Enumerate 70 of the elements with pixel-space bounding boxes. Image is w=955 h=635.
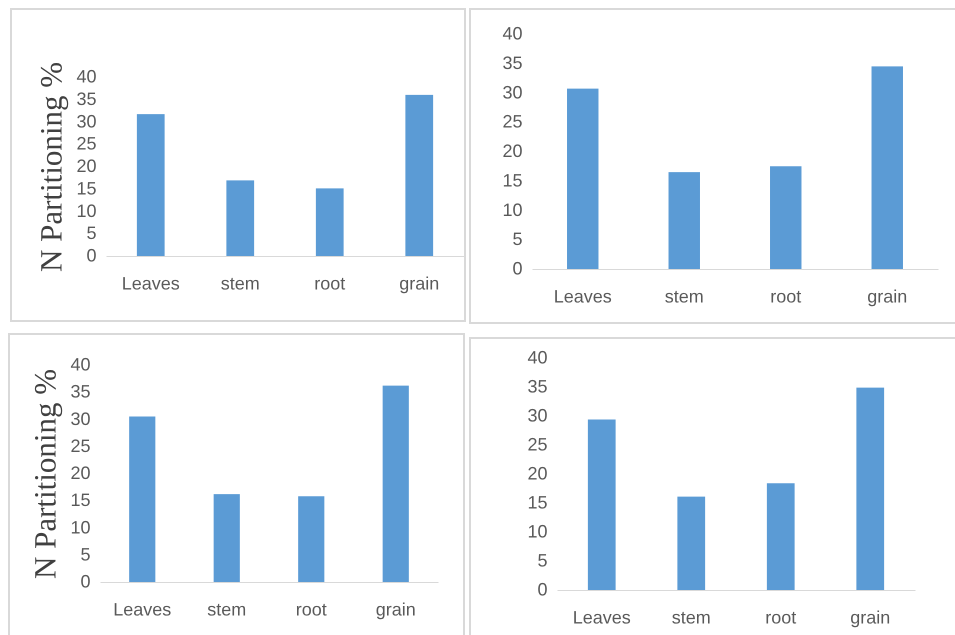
x-tick-label: stem <box>207 600 246 620</box>
y-tick-label: 35 <box>527 376 548 396</box>
y-tick-label: 10 <box>502 200 522 220</box>
y-tick-label: 20 <box>76 156 96 176</box>
y-tick-label: 25 <box>70 436 90 456</box>
y-tick-label: 0 <box>86 246 96 266</box>
x-tick-label: stem <box>664 286 704 306</box>
y-axis-title: N Partitioning % <box>33 62 68 272</box>
y-tick-label: 15 <box>70 490 90 510</box>
x-tick-label: root <box>314 274 346 294</box>
y-tick-label: 40 <box>502 24 522 44</box>
y-tick-label: 35 <box>70 382 90 402</box>
x-tick-label: grain <box>867 286 908 306</box>
y-tick-label: 25 <box>502 112 522 132</box>
x-tick-label: grain <box>376 600 416 620</box>
bar <box>856 388 884 590</box>
x-tick-label: grain <box>399 274 440 294</box>
x-tick-label: Leaves <box>554 286 612 306</box>
y-tick-label: 10 <box>70 517 90 538</box>
bar <box>298 496 324 582</box>
y-tick-label: 35 <box>76 88 96 109</box>
bar <box>668 172 700 269</box>
bar <box>567 88 598 269</box>
y-tick-label: 5 <box>537 550 548 570</box>
y-tick-label: 40 <box>70 354 90 374</box>
bar <box>129 416 156 582</box>
y-tick-label: 0 <box>80 572 90 592</box>
y-tick-label: 15 <box>527 492 548 512</box>
bar <box>226 180 254 256</box>
bar <box>214 494 240 582</box>
bar <box>588 419 616 590</box>
y-tick-label: 5 <box>86 223 96 244</box>
bar <box>405 94 434 256</box>
bar <box>766 483 795 590</box>
y-tick-label: 40 <box>76 66 96 86</box>
y-tick-label: 15 <box>76 178 96 198</box>
y-tick-label: 25 <box>76 134 96 154</box>
x-tick-label: stem <box>672 608 711 628</box>
y-tick-label: 30 <box>527 406 548 426</box>
bar <box>770 166 802 269</box>
y-tick-label: 5 <box>512 229 522 250</box>
x-tick-label: Leaves <box>122 274 180 294</box>
y-tick-label: 20 <box>70 463 90 483</box>
x-tick-label: root <box>296 600 327 620</box>
y-tick-label: 20 <box>527 464 548 484</box>
x-tick-label: stem <box>220 274 260 294</box>
y-tick-label: 10 <box>527 522 548 542</box>
x-tick-label: grain <box>850 608 890 628</box>
y-tick-label: 35 <box>502 52 522 73</box>
bar <box>316 188 344 256</box>
y-tick-label: 10 <box>76 200 96 221</box>
y-axis-title: N Partitioning % <box>27 368 62 580</box>
y-tick-label: 25 <box>527 434 548 454</box>
bar <box>677 496 706 590</box>
x-tick-label: root <box>770 286 802 306</box>
bar <box>872 66 903 269</box>
y-tick-label: 20 <box>502 141 522 161</box>
x-tick-label: Leaves <box>113 600 172 620</box>
x-tick-label: Leaves <box>572 608 631 628</box>
y-tick-label: 5 <box>80 544 90 564</box>
y-tick-label: 30 <box>76 111 96 132</box>
y-tick-label: 0 <box>537 580 548 600</box>
y-tick-label: 15 <box>502 170 522 190</box>
x-tick-label: root <box>765 608 796 628</box>
y-tick-label: 40 <box>527 348 548 368</box>
y-tick-label: 30 <box>70 408 90 429</box>
y-tick-label: 30 <box>502 82 522 102</box>
y-tick-label: 0 <box>512 258 522 278</box>
bar <box>382 386 409 582</box>
bar <box>136 114 165 256</box>
